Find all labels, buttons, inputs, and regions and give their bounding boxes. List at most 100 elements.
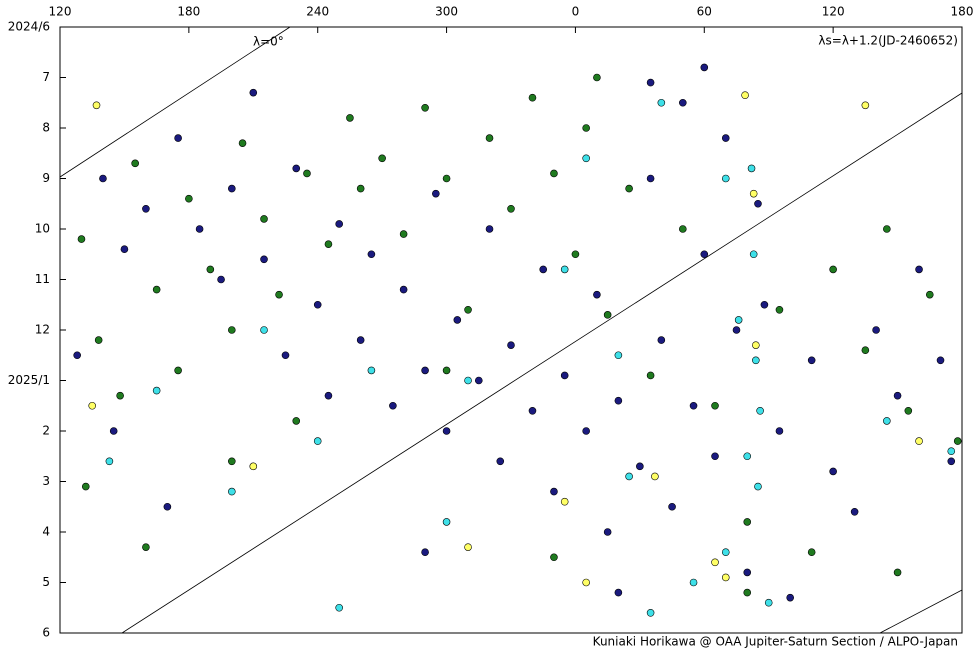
drift-line bbox=[879, 589, 963, 634]
point bbox=[915, 265, 923, 274]
point bbox=[829, 265, 837, 274]
point bbox=[116, 391, 124, 400]
point bbox=[711, 401, 719, 410]
point bbox=[281, 351, 290, 360]
point bbox=[646, 608, 655, 617]
point bbox=[721, 134, 730, 142]
point bbox=[807, 548, 816, 557]
y-tick-label: 4 bbox=[42, 525, 50, 539]
point bbox=[550, 487, 558, 496]
point bbox=[174, 134, 182, 142]
point bbox=[474, 376, 483, 385]
point bbox=[721, 174, 730, 183]
point bbox=[77, 235, 86, 243]
point bbox=[335, 603, 343, 612]
point bbox=[743, 518, 752, 526]
point bbox=[754, 482, 762, 491]
point bbox=[747, 164, 756, 173]
y-tick-label: 9 bbox=[42, 171, 50, 185]
point bbox=[734, 316, 743, 324]
point bbox=[464, 543, 472, 551]
reference-lines bbox=[59, 26, 963, 634]
point bbox=[953, 437, 962, 445]
x-tick-label: 180 bbox=[177, 5, 200, 19]
point bbox=[850, 507, 859, 516]
point bbox=[689, 401, 698, 410]
point bbox=[464, 305, 472, 314]
point bbox=[721, 548, 730, 557]
point bbox=[421, 548, 429, 557]
y-tick-label: 2024/6 bbox=[8, 20, 50, 34]
point bbox=[872, 326, 880, 334]
point bbox=[367, 366, 376, 375]
point bbox=[131, 159, 139, 168]
credit: Kuniaki Horikawa @ OAA Jupiter-Saturn Se… bbox=[593, 635, 958, 649]
point bbox=[743, 568, 752, 577]
point bbox=[904, 406, 913, 415]
point bbox=[636, 462, 644, 471]
point bbox=[760, 300, 769, 309]
point bbox=[389, 401, 397, 410]
point bbox=[775, 427, 784, 435]
y-tick-label: 6 bbox=[42, 626, 50, 640]
point bbox=[206, 265, 215, 274]
point bbox=[217, 275, 225, 284]
point bbox=[92, 101, 101, 110]
point bbox=[646, 371, 655, 380]
point bbox=[756, 406, 764, 415]
x-tick-label: 120 bbox=[49, 5, 72, 19]
point bbox=[88, 401, 97, 410]
point bbox=[464, 376, 472, 385]
point bbox=[915, 437, 923, 445]
point bbox=[142, 205, 150, 213]
point bbox=[507, 341, 515, 349]
point bbox=[732, 326, 741, 334]
point bbox=[378, 154, 386, 163]
point bbox=[560, 265, 569, 274]
point bbox=[614, 588, 623, 597]
point bbox=[700, 63, 709, 72]
point bbox=[861, 101, 870, 110]
point bbox=[603, 311, 612, 319]
x-tick-label: 0 bbox=[572, 5, 580, 19]
y-tick-label: 5 bbox=[42, 575, 50, 589]
point bbox=[700, 250, 709, 259]
point bbox=[81, 482, 90, 491]
point bbox=[238, 139, 247, 147]
point bbox=[485, 225, 494, 233]
point bbox=[829, 467, 837, 476]
point bbox=[324, 240, 333, 248]
point bbox=[749, 250, 758, 259]
point bbox=[421, 104, 429, 112]
point bbox=[883, 225, 891, 233]
point bbox=[324, 391, 333, 400]
point bbox=[73, 351, 81, 360]
point bbox=[356, 184, 365, 193]
point bbox=[679, 98, 687, 107]
point bbox=[668, 502, 676, 511]
point bbox=[453, 316, 462, 324]
point bbox=[228, 184, 236, 193]
point bbox=[367, 250, 376, 259]
point bbox=[775, 305, 784, 314]
point bbox=[721, 573, 730, 582]
annotation: λs=λ+1.2(JD-2460652) bbox=[818, 34, 958, 48]
point bbox=[947, 447, 956, 456]
point bbox=[883, 417, 891, 425]
point bbox=[861, 346, 870, 355]
point bbox=[711, 558, 719, 567]
point bbox=[936, 356, 945, 365]
point bbox=[313, 300, 322, 309]
point bbox=[651, 472, 659, 481]
point bbox=[152, 386, 161, 395]
y-tick-label: 2025/1 bbox=[8, 373, 50, 387]
point bbox=[550, 553, 558, 562]
point bbox=[743, 452, 752, 461]
y-tick-label: 3 bbox=[42, 474, 50, 488]
point bbox=[754, 199, 762, 208]
point bbox=[582, 578, 590, 587]
point bbox=[399, 230, 408, 238]
point bbox=[421, 366, 429, 375]
point bbox=[249, 88, 258, 97]
y-tick-label: 7 bbox=[42, 70, 50, 84]
